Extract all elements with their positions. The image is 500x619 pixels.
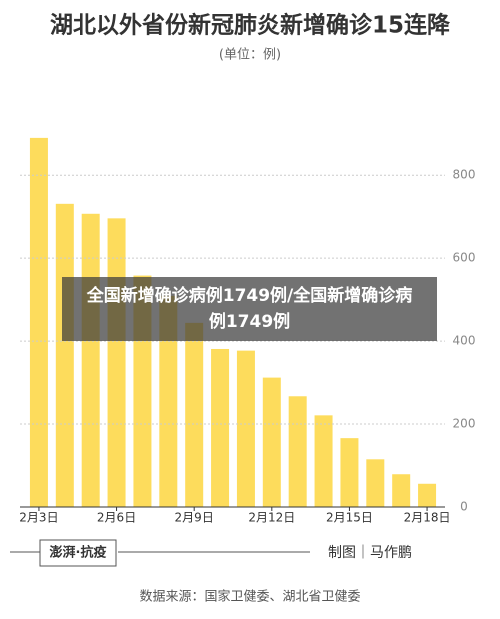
x-tick-label: 2月15日 (326, 511, 373, 525)
bar (211, 348, 230, 507)
x-tick-label: 2月6日 (97, 511, 136, 525)
y-tick-label: 600 (453, 251, 476, 265)
bar (392, 474, 411, 507)
overlay-caption: 全国新增确诊病例1749例/全国新增确诊病例1749例 (62, 277, 437, 341)
bar (236, 350, 255, 507)
logo-box (39, 539, 117, 567)
source: 数据来源：国家卫健委、湖北省卫健委 (139, 589, 360, 605)
chart-title: 湖北以外省份新冠肺炎新增确诊15连降 (50, 12, 451, 39)
bar (107, 218, 126, 508)
bar (262, 377, 281, 507)
chart-subtitle: (单位：例) (219, 48, 281, 63)
x-tick-label: 2月9日 (175, 511, 214, 525)
bar (288, 396, 307, 507)
logo: 澎湃·抗疫 (50, 545, 107, 561)
x-tick-label: 2月3日 (19, 511, 58, 525)
x-tick-label: 2月18日 (404, 511, 451, 525)
bar (340, 438, 359, 507)
y-tick-label: 200 (453, 417, 476, 431)
bar (366, 459, 385, 507)
y-tick-label: 400 (453, 334, 476, 348)
y-tick-label: 800 (453, 168, 476, 182)
bar (418, 483, 437, 507)
bar (55, 203, 74, 507)
bar (29, 137, 48, 507)
bar (159, 295, 178, 507)
y-tick-label: 0 (460, 500, 468, 514)
bar (314, 415, 333, 507)
credit: 制图｜马作鹏 (328, 545, 412, 561)
x-tick-label: 2月12日 (248, 511, 295, 525)
bar (185, 322, 204, 507)
